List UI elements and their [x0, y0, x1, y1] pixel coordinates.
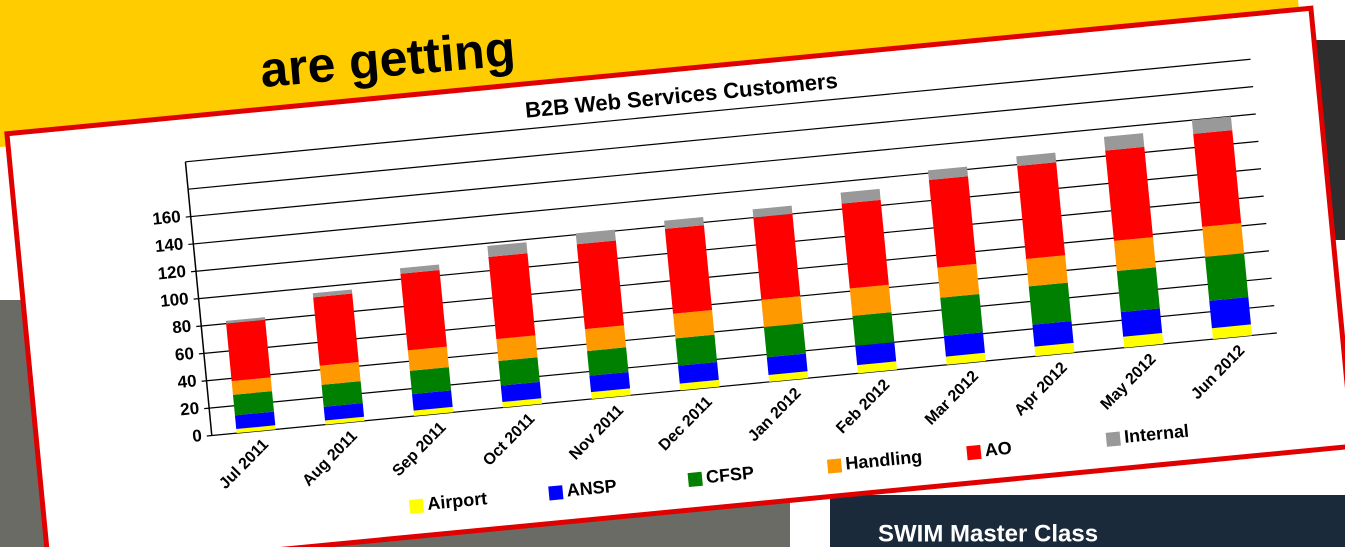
bar-segment	[937, 264, 979, 298]
y-tick-label: 80	[171, 317, 192, 338]
bar-segment	[1032, 321, 1073, 347]
y-tick-label: 60	[174, 344, 195, 365]
page: {"slide": {"heading": "are getting", "pr…	[0, 0, 1345, 547]
bar-segment	[226, 320, 271, 381]
bar-segment	[1202, 223, 1244, 257]
bar-segment	[850, 285, 892, 316]
bar-segment	[320, 362, 361, 385]
bar-segment	[577, 241, 624, 330]
y-tick-label: 120	[157, 262, 187, 284]
bar-segment	[585, 325, 626, 351]
bar-segment	[852, 312, 894, 346]
legend-swatch	[688, 472, 703, 487]
bar-segment	[675, 335, 717, 366]
bar-segment	[587, 347, 628, 375]
bar-segment	[1029, 283, 1072, 325]
legend-swatch	[548, 485, 563, 500]
slide: are getting SWIM Master Class B2B Web Se…	[0, 0, 1345, 547]
bar-segment	[855, 342, 896, 365]
bar-segment	[665, 225, 712, 314]
y-tick-label: 160	[152, 207, 182, 229]
legend-label: AO	[984, 438, 1013, 460]
bar-segment	[496, 335, 537, 361]
bar-segment	[313, 294, 359, 366]
bar-segment	[761, 296, 803, 327]
bar-segment	[233, 391, 274, 415]
bar-segment	[753, 214, 800, 300]
y-tick-label: 20	[179, 399, 200, 420]
bar-segment	[764, 323, 806, 357]
bar-segment	[678, 362, 719, 384]
bar-segment	[1121, 308, 1162, 336]
y-tick-label: 0	[191, 426, 202, 446]
bar-segment	[1114, 237, 1156, 271]
promo-title: SWIM Master Class	[878, 520, 1098, 547]
bar-segment	[400, 270, 446, 350]
bar-segment	[842, 200, 889, 289]
legend-swatch	[409, 499, 424, 514]
y-tick-label: 100	[159, 289, 189, 311]
bar-segment	[488, 253, 535, 339]
bar-segment	[940, 294, 983, 336]
bar-segment	[1117, 267, 1160, 312]
bar-segment	[1209, 297, 1251, 328]
bar-segment	[929, 176, 976, 267]
bar-segment	[322, 381, 363, 407]
y-tick-label: 140	[154, 234, 184, 256]
bar-segment	[408, 347, 449, 371]
y-tick-label: 40	[177, 371, 198, 392]
bar-segment	[1026, 255, 1068, 286]
bar-segment	[410, 367, 451, 394]
bar-segment	[767, 353, 808, 375]
bar-segment	[944, 332, 985, 356]
legend-swatch	[827, 458, 842, 473]
bar-segment	[498, 357, 539, 385]
bar-segment	[673, 310, 714, 338]
legend-swatch	[1106, 432, 1121, 447]
legend-swatch	[966, 445, 981, 460]
bar-segment	[1205, 253, 1248, 301]
